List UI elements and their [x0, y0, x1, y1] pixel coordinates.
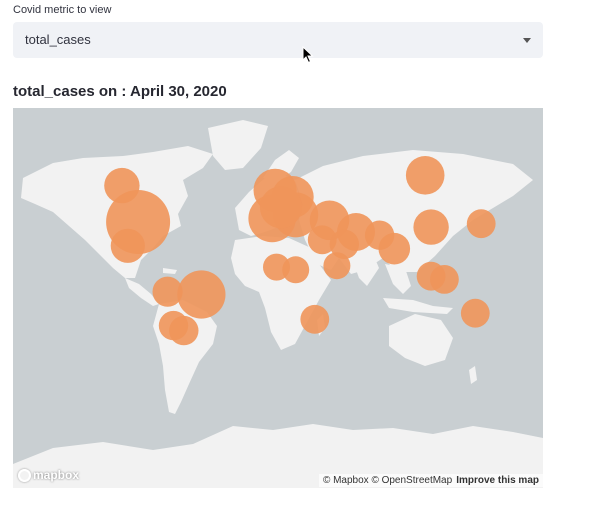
improve-map-link[interactable]: Improve this map: [456, 475, 539, 486]
case-marker-ethiopia[interactable]: [323, 252, 351, 280]
mouse-cursor-icon: [302, 46, 314, 64]
chevron-down-icon[interactable]: [523, 38, 531, 43]
indonesia: [383, 298, 453, 314]
case-marker-mexico[interactable]: [110, 228, 145, 263]
case-marker-japan[interactable]: [466, 209, 496, 239]
british-isles: [239, 198, 249, 214]
metric-select-value: total_cases: [25, 32, 91, 47]
central-america: [125, 278, 159, 306]
case-marker-russia[interactable]: [405, 156, 445, 195]
caribbean: [163, 268, 177, 274]
case-marker-saudi-arabia[interactable]: [329, 229, 359, 259]
case-marker-australia[interactable]: [460, 298, 490, 328]
case-marker-singapore[interactable]: [416, 261, 446, 291]
case-marker-south-africa[interactable]: [300, 304, 330, 334]
greenland: [208, 120, 268, 170]
mapbox-logo-icon: [18, 468, 31, 482]
india: [351, 254, 379, 286]
case-marker-ghana[interactable]: [263, 253, 290, 281]
case-marker-china[interactable]: [413, 209, 449, 245]
map-attribution: © Mapbox © OpenStreetMap Improve this map: [318, 474, 543, 487]
case-marker-brazil[interactable]: [177, 270, 226, 319]
world-map[interactable]: [13, 108, 543, 488]
southeast-asia: [385, 264, 411, 294]
attribution-text: © Mapbox © OpenStreetMap: [322, 475, 453, 486]
chart-title: total_cases on : April 30, 2020: [13, 83, 227, 100]
mapbox-logo-text: mapbox: [33, 468, 80, 482]
metric-select[interactable]: total_cases: [13, 22, 543, 58]
australia: [389, 314, 453, 366]
mapbox-logo[interactable]: mapbox: [18, 468, 79, 482]
map-canvas[interactable]: [13, 108, 543, 488]
case-marker-pakistan[interactable]: [364, 220, 395, 250]
new-zealand: [469, 366, 477, 384]
case-marker-argentina[interactable]: [169, 315, 199, 346]
case-marker-peru[interactable]: [152, 276, 183, 307]
antarctica: [13, 424, 543, 488]
metric-select-label: Covid metric to view: [13, 4, 112, 16]
case-markers: [104, 156, 496, 346]
case-marker-egypt[interactable]: [307, 225, 337, 255]
case-marker-france[interactable]: [259, 186, 302, 229]
